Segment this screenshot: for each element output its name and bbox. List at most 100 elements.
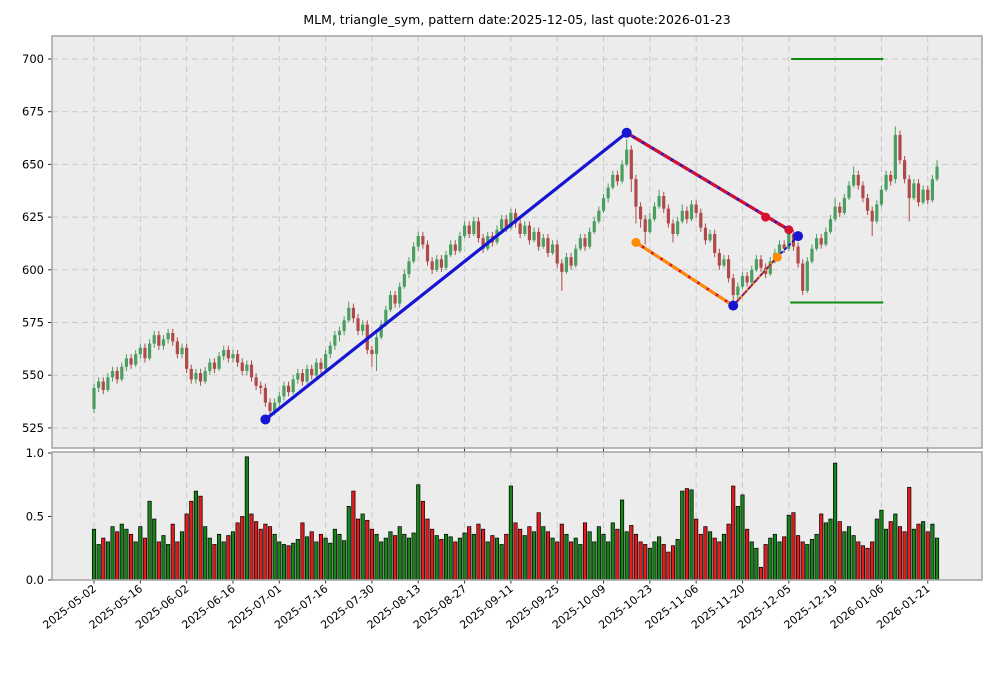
candle-body <box>379 324 383 338</box>
price-tick-label: 650 <box>22 157 44 171</box>
volume-bar <box>925 531 930 581</box>
candle-body <box>152 335 156 344</box>
candle-body <box>703 227 708 241</box>
volume-bar <box>430 528 435 581</box>
volume-bar <box>217 533 222 581</box>
volume-bar <box>587 531 592 581</box>
candle-body <box>296 373 300 380</box>
volume-bar <box>661 544 666 581</box>
volume-bar <box>564 533 569 581</box>
volume-bar <box>633 533 638 581</box>
volume-bar <box>680 490 685 581</box>
volume-bar <box>643 544 648 581</box>
volume-bar <box>828 518 833 581</box>
volume-bar <box>411 532 416 581</box>
volume-bar <box>846 526 852 581</box>
candle-body <box>805 261 809 291</box>
volume-bar <box>721 533 727 581</box>
volume-bar <box>805 544 810 581</box>
candle-body <box>476 221 481 239</box>
volume-bar <box>267 526 273 581</box>
candle-body <box>416 236 420 247</box>
candle-body <box>217 356 221 369</box>
volume-bar <box>666 551 671 581</box>
candle-body <box>676 221 680 234</box>
volume-bar <box>115 531 120 581</box>
volume-bar <box>179 531 185 581</box>
volume-bar <box>207 537 212 581</box>
volume-bar <box>240 516 245 581</box>
candle-body <box>305 368 309 382</box>
candle-body <box>810 248 814 262</box>
candle-body <box>666 208 670 224</box>
volume-bar <box>305 536 310 581</box>
candle-body <box>592 221 596 232</box>
volume-bar <box>481 528 486 581</box>
volume-bar <box>91 528 97 581</box>
candle-body <box>819 238 823 245</box>
volume-bar <box>518 528 523 581</box>
volume-bar <box>323 537 328 581</box>
volume-bar <box>388 531 393 581</box>
candle-body <box>935 166 939 180</box>
candle-body <box>235 354 240 363</box>
candle-body <box>745 276 749 283</box>
candle-body <box>777 244 782 253</box>
volume-bar <box>416 484 421 581</box>
upper-line-end-dot <box>784 225 794 235</box>
candle-body <box>875 204 879 222</box>
volume-bar <box>244 456 249 581</box>
candle-body <box>629 149 633 180</box>
uptrend-line <box>263 131 629 422</box>
candle-body <box>286 385 291 393</box>
price-panel-bg <box>52 36 982 448</box>
candle-body <box>97 381 101 388</box>
volume-bar <box>740 494 745 581</box>
volume-bar <box>129 533 134 581</box>
volume-bar <box>281 544 286 581</box>
volume-bar <box>893 513 898 581</box>
volume-bar <box>934 537 940 581</box>
volume-bar <box>337 533 342 581</box>
volume-bar <box>355 518 361 581</box>
candle-body <box>189 368 193 380</box>
volume-bar <box>615 528 620 581</box>
volume-bar <box>365 519 370 581</box>
volume-bar <box>291 542 296 581</box>
volume-bar <box>101 537 106 581</box>
volume-bar <box>657 536 662 581</box>
candle-body <box>601 198 606 211</box>
candle-body <box>713 233 717 253</box>
candle-body <box>657 196 661 207</box>
candle-body <box>208 362 212 371</box>
pattern-start-dot <box>260 414 271 425</box>
candle-body <box>597 210 601 222</box>
volume-bar <box>582 522 588 581</box>
candle-body <box>527 225 532 241</box>
volume-bar <box>161 535 166 581</box>
candle-body <box>245 364 249 371</box>
candle-body <box>671 223 675 234</box>
volume-bar <box>786 514 791 581</box>
candle-body <box>291 379 295 393</box>
volume-bar <box>731 485 736 581</box>
volume-bar <box>443 533 449 581</box>
candlesticks <box>92 126 939 420</box>
candle-body <box>625 149 629 165</box>
volume-bar <box>694 518 699 581</box>
candle-body <box>620 164 624 182</box>
candle-body <box>574 248 578 266</box>
volume-bar <box>425 518 430 581</box>
candle-body <box>254 377 258 386</box>
candle-body <box>699 212 703 228</box>
candle-body <box>384 309 388 325</box>
candle-body <box>662 196 666 209</box>
volume-bar <box>453 541 458 581</box>
volume-bar <box>346 505 351 581</box>
volume-bar <box>754 547 759 581</box>
volume-bar <box>226 535 231 581</box>
volume-bar <box>601 533 606 581</box>
candle-body <box>439 259 443 268</box>
candle-body <box>351 307 355 319</box>
volume-bar <box>684 488 689 581</box>
